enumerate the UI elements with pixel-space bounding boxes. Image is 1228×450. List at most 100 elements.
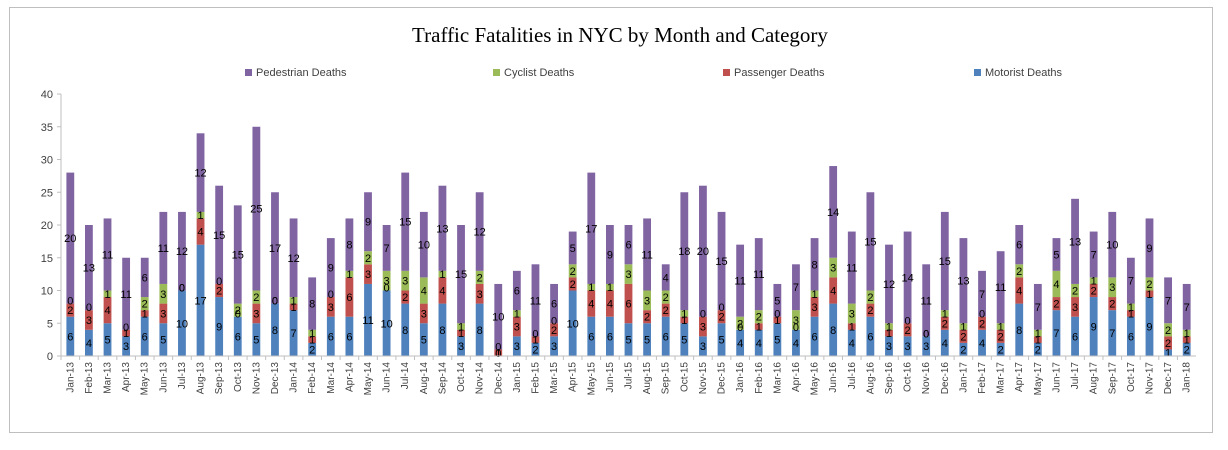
bar-passenger-deaths [624, 283, 633, 324]
bar-cyclist-deaths [866, 290, 875, 304]
x-tick-label: Jun-16 [828, 362, 839, 393]
bar-motorist-deaths [1071, 316, 1079, 356]
data-label-cyclist-deaths: 0 [123, 322, 129, 334]
legend-swatch-cyclist-deaths [493, 69, 500, 76]
data-label-cyclist-deaths: 1 [439, 269, 445, 281]
bar-pedestrian-deaths [847, 231, 856, 304]
bar-motorist-deaths [1089, 297, 1098, 356]
data-label-cyclist-deaths: 3 [160, 289, 166, 301]
data-label-cyclist-deaths: 1 [998, 322, 1004, 334]
bar-motorist-deaths [792, 329, 800, 356]
bar-pedestrian-deaths [475, 192, 484, 271]
bar-cyclist-deaths [1108, 277, 1117, 298]
data-label-pedestrian-deaths: 11 [120, 289, 131, 301]
data-label-pedestrian-deaths: 15 [455, 269, 467, 281]
bar-cyclist-deaths [1164, 323, 1172, 337]
legend-label-cyclist-deaths: Cyclist Deaths [504, 67, 575, 79]
data-label-motorist-deaths: 2 [998, 344, 1004, 356]
bar-pedestrian-deaths [364, 192, 372, 252]
bar-pedestrian-deaths [1164, 277, 1172, 324]
data-label-motorist-deaths: 5 [160, 335, 166, 347]
x-tick-label: Dec-15 [717, 362, 728, 395]
bar-pedestrian-deaths [1015, 225, 1024, 265]
data-label-cyclist-deaths: 3 [402, 276, 408, 288]
bar-cyclist-deaths [345, 270, 354, 278]
data-label-passenger-deaths: 3 [812, 302, 818, 314]
bar-motorist-deaths [680, 323, 689, 356]
data-label-motorist-deaths: 3 [551, 341, 557, 353]
bar-cyclist-deaths [289, 297, 298, 304]
data-label-motorist-deaths: 6 [588, 331, 594, 343]
x-tick-label: Jan-13 [65, 362, 76, 393]
bar-pedestrian-deaths [624, 225, 633, 265]
data-label-pedestrian-deaths: 7 [1184, 302, 1190, 314]
data-label-passenger-deaths: 4 [1016, 286, 1022, 298]
bar-pedestrian-deaths [66, 172, 75, 304]
bar-cyclist-deaths [1071, 283, 1079, 298]
bar-cyclist-deaths [959, 323, 968, 330]
bar-pedestrian-deaths [699, 185, 707, 317]
data-label-cyclist-deaths: 2 [1165, 325, 1171, 337]
bar-motorist-deaths [847, 329, 856, 356]
data-label-passenger-deaths: 3 [477, 289, 483, 301]
bar-motorist-deaths [271, 303, 279, 356]
data-label-pedestrian-deaths: 13 [957, 276, 969, 288]
bar-motorist-deaths [512, 336, 521, 356]
data-label-pedestrian-deaths: 13 [1069, 236, 1081, 248]
bar-motorist-deaths [103, 323, 112, 356]
data-label-cyclist-deaths: 1 [346, 269, 352, 281]
bar-passenger-deaths [847, 323, 856, 330]
bar-cyclist-deaths [1033, 329, 1042, 337]
bar-motorist-deaths [996, 342, 1005, 356]
bar-passenger-deaths [457, 329, 465, 337]
bar-motorist-deaths [438, 303, 447, 356]
x-tick-label: Oct-15 [679, 362, 690, 392]
data-label-pedestrian-deaths: 4 [663, 272, 669, 284]
data-label-cyclist-deaths: 0 [700, 309, 706, 321]
data-label-pedestrian-deaths: 11 [846, 263, 857, 275]
x-tick-label: Mar-16 [772, 362, 783, 394]
data-label-motorist-deaths: 10 [176, 318, 188, 330]
bar-pedestrian-deaths [159, 211, 168, 284]
x-tick-label: Apr-15 [568, 362, 579, 392]
bar-pedestrian-deaths [140, 257, 149, 298]
bar-pedestrian-deaths [85, 225, 93, 311]
bar-cyclist-deaths [252, 290, 261, 304]
bar-motorist-deaths [699, 336, 707, 356]
data-label-pedestrian-deaths: 12 [883, 279, 895, 291]
bar-pedestrian-deaths [643, 218, 652, 291]
bar-motorist-deaths [215, 297, 224, 356]
y-tick-label: 5 [47, 318, 53, 330]
bar-pedestrian-deaths [903, 231, 912, 324]
y-tick-label: 10 [41, 286, 53, 298]
bar-pedestrian-deaths [866, 192, 875, 291]
x-tick-label: May-17 [1033, 362, 1044, 396]
bar-motorist-deaths [624, 323, 633, 356]
bar-pedestrian-deaths [1126, 257, 1135, 304]
bar-cyclist-deaths [140, 297, 149, 311]
data-label-cyclist-deaths: 0 [532, 328, 538, 340]
data-label-cyclist-deaths: 2 [1072, 286, 1078, 298]
data-label-cyclist-deaths: 1 [607, 282, 613, 294]
data-label-cyclist-deaths: 2 [663, 292, 669, 304]
data-label-pedestrian-deaths: 7 [1128, 276, 1134, 288]
data-label-pedestrian-deaths: 14 [827, 207, 839, 219]
data-label-passenger-deaths: 3 [160, 308, 166, 320]
x-tick-label: Apr-16 [791, 362, 802, 392]
bar-cyclist-deaths [382, 270, 391, 291]
data-label-passenger-deaths: 4 [439, 286, 445, 298]
x-tick-label: Feb-16 [754, 362, 765, 394]
data-label-pedestrian-deaths: 6 [625, 240, 631, 252]
bar-cyclist-deaths [457, 323, 465, 330]
bar-pedestrian-deaths [661, 264, 670, 291]
data-label-passenger-deaths: 4 [830, 286, 836, 298]
data-label-motorist-deaths: 6 [1072, 331, 1078, 343]
bar-passenger-deaths [680, 316, 689, 324]
data-label-passenger-deaths: 3 [1072, 302, 1078, 314]
bar-cyclist-deaths [605, 283, 614, 291]
bar-motorist-deaths [643, 323, 652, 356]
x-tick-label: Jan-18 [1182, 362, 1193, 393]
x-tick-label: Mar-15 [549, 362, 560, 394]
bar-pedestrian-deaths [978, 270, 986, 317]
bar-pedestrian-deaths [326, 238, 335, 298]
